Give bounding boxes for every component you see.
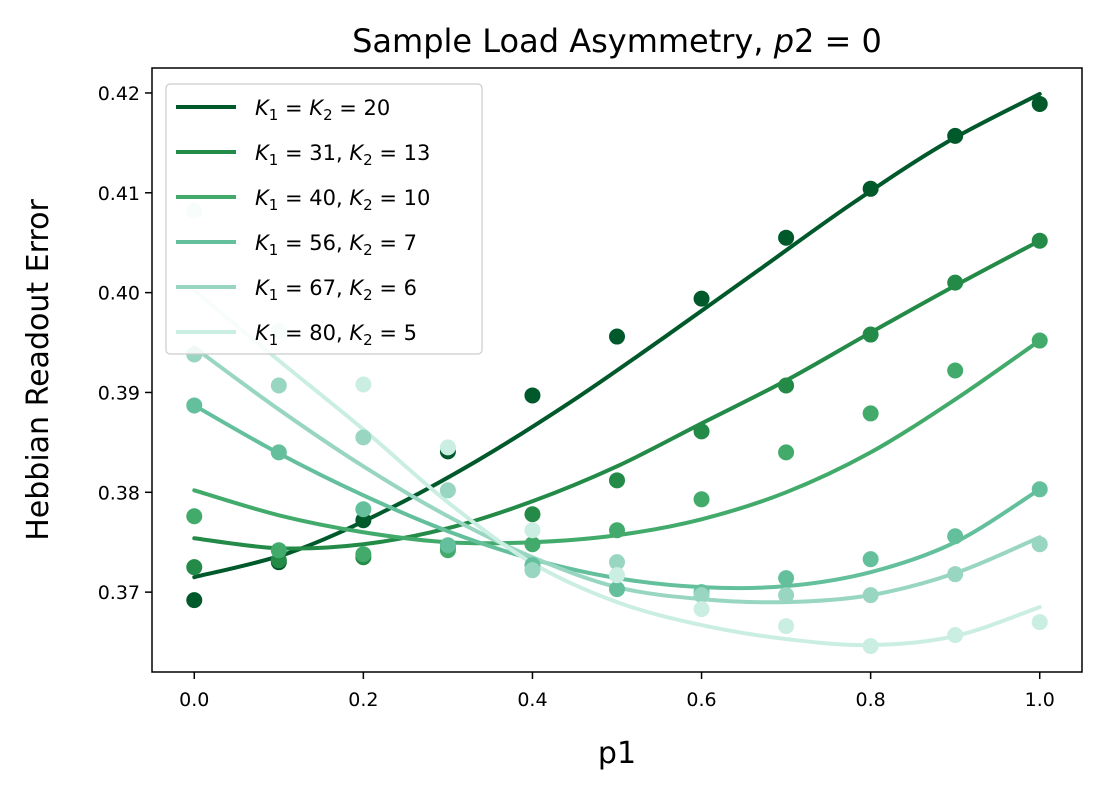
chart-title-var: p bbox=[773, 22, 794, 60]
data-point-series-5 bbox=[270, 377, 287, 394]
data-point-series-4 bbox=[862, 551, 879, 568]
data-point-series-1 bbox=[693, 290, 710, 307]
x-axis: 0.0 0.2 0.4 0.6 0.8 1.0 bbox=[179, 672, 1055, 711]
data-point-series-1 bbox=[1031, 95, 1048, 112]
legend-label-series-6: K1 = 80, K2 = 5 bbox=[255, 321, 417, 349]
data-point-series-1 bbox=[524, 387, 541, 404]
y-tick-label: 0.39 bbox=[98, 382, 140, 404]
data-point-series-4 bbox=[609, 581, 625, 598]
data-point-series-3 bbox=[778, 444, 795, 461]
data-point-series-6 bbox=[524, 522, 541, 539]
data-point-series-5 bbox=[947, 566, 964, 583]
y-tick-label: 0.41 bbox=[98, 183, 140, 205]
legend: K1 = K2 = 20 K1 = 31, K2 = 13 K1 = 40, K2 … bbox=[165, 83, 483, 355]
data-point-series-3 bbox=[693, 491, 710, 508]
data-point-series-4 bbox=[186, 397, 203, 414]
data-point-series-4 bbox=[947, 528, 964, 545]
data-point-series-4 bbox=[270, 444, 287, 461]
data-point-series-4 bbox=[355, 501, 372, 518]
data-point-series-6 bbox=[439, 439, 456, 456]
y-axis-label: Hebbian Readout Error bbox=[21, 199, 56, 541]
data-point-series-6 bbox=[693, 601, 710, 618]
data-point-series-1 bbox=[355, 512, 372, 529]
data-point-series-1 bbox=[862, 180, 879, 197]
legend-label-series-3: K1 = 40, K2 = 10 bbox=[255, 186, 430, 214]
x-tick-label: 0.4 bbox=[517, 689, 547, 711]
chart-title: Sample Load Asymmetry, p2 = 0 bbox=[352, 22, 882, 60]
legend-box bbox=[165, 83, 483, 355]
data-point-series-1 bbox=[778, 229, 795, 246]
fit-line-series-1 bbox=[192, 91, 1042, 580]
data-point-series-6 bbox=[778, 618, 795, 635]
data-point-series-2 bbox=[609, 472, 625, 489]
data-point-series-3 bbox=[524, 536, 541, 553]
x-tick-label: 0.0 bbox=[179, 689, 209, 711]
plot-frame bbox=[151, 67, 1083, 673]
data-point-series-4 bbox=[778, 570, 795, 587]
data-point-series-5 bbox=[355, 429, 372, 446]
data-point-series-3 bbox=[609, 522, 625, 539]
data-point-series-6 bbox=[1031, 614, 1048, 631]
data-point-series-6 bbox=[355, 376, 372, 393]
x-tick-label: 0.2 bbox=[348, 689, 378, 711]
data-point-series-2 bbox=[947, 274, 964, 291]
data-point-series-6 bbox=[609, 567, 625, 584]
data-point-series-2 bbox=[186, 559, 203, 576]
x-tick-label: 0.8 bbox=[856, 689, 886, 711]
data-point-series-2 bbox=[778, 377, 795, 394]
data-point-series-5 bbox=[778, 587, 795, 604]
data-point-series-3 bbox=[862, 405, 879, 422]
legend-label-series-1: K1 = K2 = 20 bbox=[255, 96, 390, 124]
x-tick-label: 1.0 bbox=[1025, 689, 1055, 711]
data-point-series-5 bbox=[609, 554, 625, 571]
data-point-series-4 bbox=[1031, 481, 1048, 498]
x-axis-label: p1 bbox=[598, 736, 636, 771]
data-point-series-5 bbox=[524, 562, 541, 579]
data-point-series-3 bbox=[1031, 332, 1048, 349]
data-point-series-4 bbox=[439, 537, 456, 554]
data-point-series-1 bbox=[947, 127, 964, 144]
data-point-series-5 bbox=[862, 587, 879, 604]
y-tick-label: 0.42 bbox=[98, 83, 140, 105]
data-point-series-2 bbox=[1031, 232, 1048, 249]
data-points bbox=[186, 95, 1048, 655]
data-point-series-3 bbox=[270, 542, 287, 559]
data-point-series-6 bbox=[862, 638, 879, 655]
data-point-series-5 bbox=[1031, 536, 1048, 553]
fit-line-series-6 bbox=[192, 288, 1042, 648]
y-tick-label: 0.37 bbox=[98, 582, 140, 604]
fit-line-series-2 bbox=[192, 238, 1042, 551]
chart-title-text: Sample Load Asymmetry, bbox=[352, 22, 774, 60]
chart-title-sub: 2 bbox=[794, 22, 814, 60]
chart-title-eq: = 0 bbox=[814, 22, 882, 60]
x-tick-label: 0.6 bbox=[686, 689, 716, 711]
legend-label-series-2: K1 = 31, K2 = 13 bbox=[255, 141, 430, 169]
data-point-series-3 bbox=[186, 508, 203, 525]
chart-title-math: p2 = 0 bbox=[773, 22, 882, 60]
data-point-series-3 bbox=[355, 546, 372, 563]
data-point-series-1 bbox=[186, 592, 203, 609]
data-point-series-2 bbox=[524, 506, 541, 523]
data-point-series-2 bbox=[693, 423, 710, 440]
data-point-series-6 bbox=[947, 627, 964, 644]
legend-label-series-5: K1 = 67, K2 = 6 bbox=[255, 276, 417, 304]
data-point-series-1 bbox=[609, 328, 625, 345]
data-point-series-5 bbox=[693, 587, 710, 604]
legend-label-series-4: K1 = 56, K2 = 7 bbox=[255, 231, 417, 259]
y-axis: 0.37 0.38 0.39 0.40 0.41 0.42 bbox=[98, 83, 152, 604]
data-point-series-2 bbox=[862, 326, 879, 343]
data-point-series-3 bbox=[947, 362, 964, 379]
y-tick-label: 0.38 bbox=[98, 482, 140, 504]
y-tick-label: 0.40 bbox=[98, 283, 140, 305]
data-point-series-5 bbox=[439, 482, 456, 499]
